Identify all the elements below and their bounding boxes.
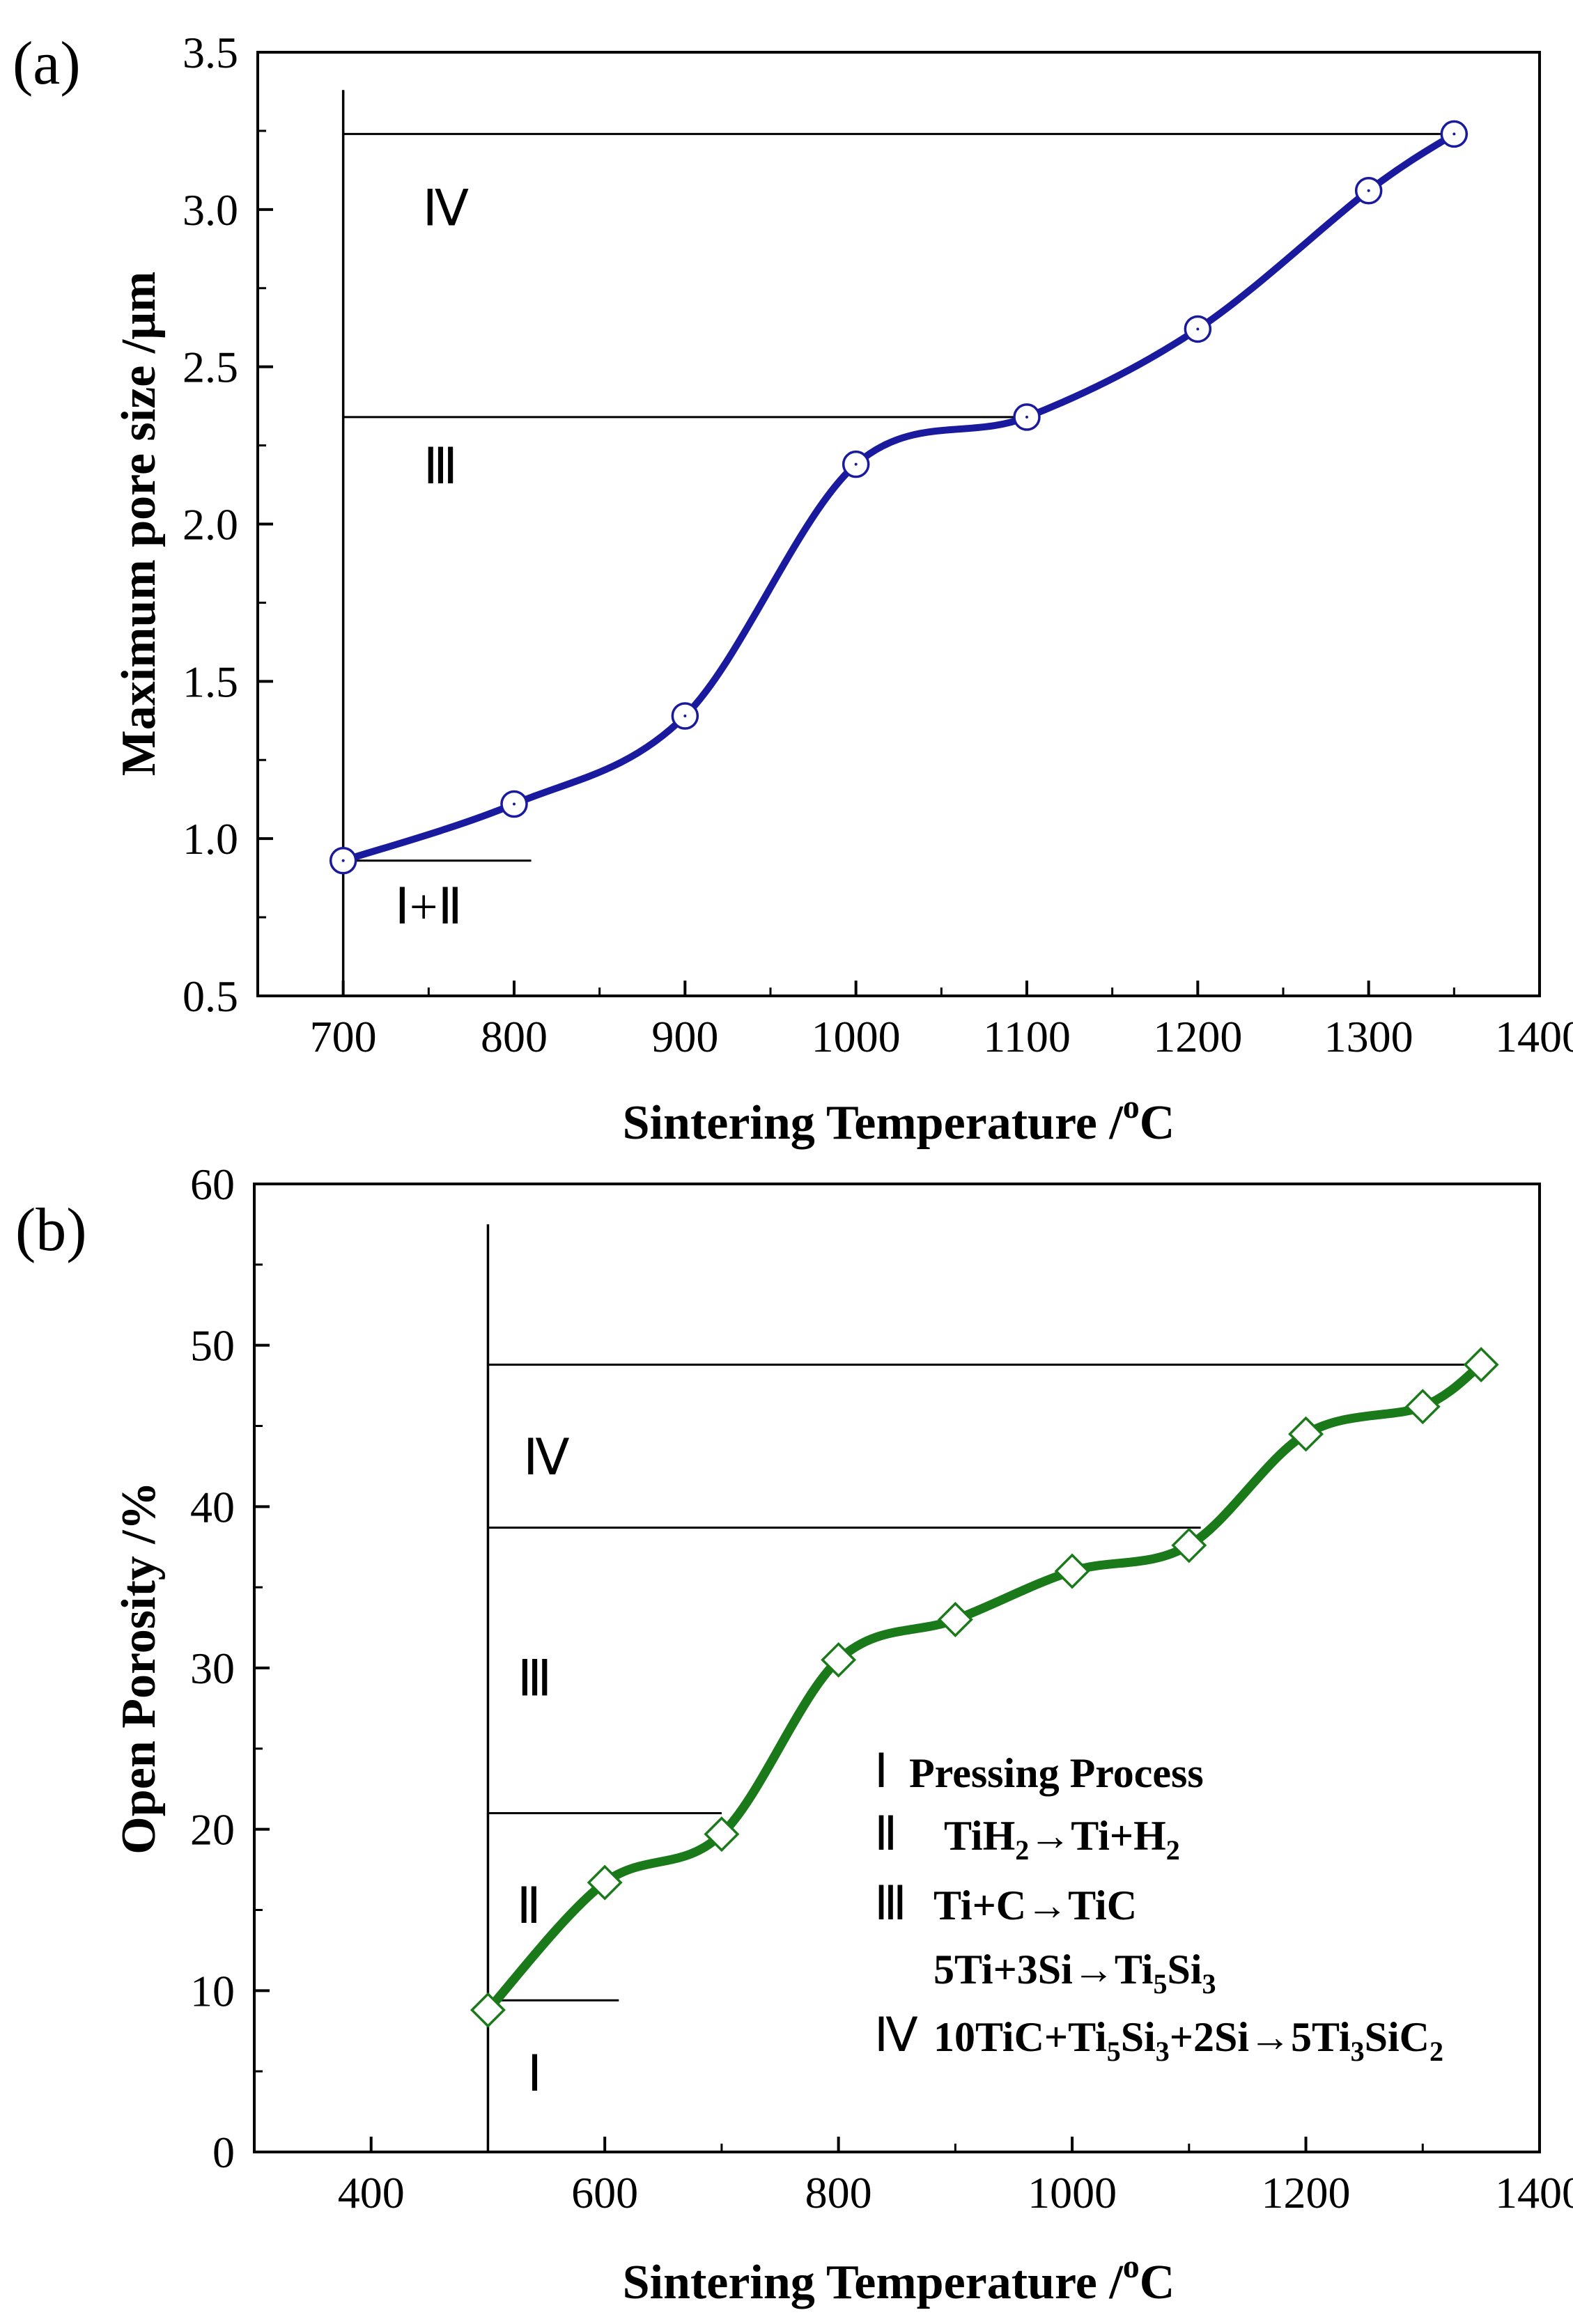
panel-b-data-point — [1288, 1416, 1324, 1452]
panel-a-y-tick-label: 3.5 — [183, 28, 238, 77]
panel-a-y-tick-label: 1.5 — [183, 657, 238, 706]
panel-b-x-axis-title-text: Sintering Temperature / — [623, 2256, 1124, 2309]
panel-b-y-tick-label: 20 — [190, 1805, 235, 1855]
legend-stage-numeral: Ⅱ — [874, 1807, 897, 1860]
panel-b-y-tick-label: 10 — [190, 1966, 235, 2015]
panel-a-x-tick-label: 800 — [481, 1012, 548, 1061]
panel-a-data-point-center — [513, 802, 516, 806]
panel-b-series-line — [483, 1360, 1486, 2015]
panel-a-chart: (a) 700 800 900 1000 1100 1200 1300 1400 0.5 1.0… — [13, 28, 1573, 1150]
panel-b-y-tick-label: 60 — [190, 1160, 235, 1209]
legend-reaction-text: TiH2→Ti+H2 — [944, 1813, 1180, 1866]
legend-text-part: +2Si→5Ti — [1170, 2014, 1351, 2060]
panel-b-x-tick-label: 1000 — [1028, 2168, 1117, 2217]
panel-a-x-tick-label: 1300 — [1324, 1012, 1413, 1061]
legend-reaction-text: 5Ti+3Si→Ti5Si3 — [933, 1947, 1216, 1999]
legend-reaction-text: Ti+C→TiC — [933, 1882, 1137, 1928]
legend-reaction-text: 10TiC+Ti5Si3+2Si→5Ti3SiC2 — [933, 2014, 1443, 2067]
panel-a-data-point-center — [854, 462, 858, 466]
panel-b-x-axis-title-sup: o — [1123, 2248, 1140, 2285]
panel-a-data-point-center — [341, 859, 345, 862]
panel-a-x-axis-title: Sintering Temperature /oC — [623, 1089, 1175, 1150]
panel-a-y-tick-label: 2.0 — [183, 500, 238, 549]
panel-a-stage-label: Ⅳ — [423, 180, 469, 236]
panel-b-x-tick-label: 800 — [805, 2168, 872, 2217]
legend-subscript: 3 — [1156, 2036, 1170, 2067]
panel-a-y-tick-label: 1.0 — [183, 814, 238, 864]
legend-subscript: 2 — [1015, 1834, 1029, 1866]
legend-text-part: 10TiC+Ti — [933, 2014, 1107, 2060]
panel-b-x-axis-title: Sintering Temperature /oC — [623, 2248, 1175, 2309]
legend-text-part: Si — [1121, 2014, 1156, 2060]
panel-a-x-tick-label: 1200 — [1153, 1012, 1242, 1061]
legend-stage-numeral: Ⅰ — [874, 1745, 888, 1797]
panel-a-x-tick-label: 1000 — [812, 1012, 901, 1061]
panel-b-chart: (b) 400 600 800 1000 1200 1400 0102030405060 … — [15, 1160, 1573, 2309]
panel-b-stage-label: Ⅱ — [516, 1878, 541, 1934]
panel-b-data-point — [1054, 1553, 1090, 1589]
legend-reaction-text: Pressing Process — [909, 1750, 1204, 1796]
legend-subscript: 5 — [1153, 1968, 1167, 1999]
panel-a-y-tick-label: 2.5 — [183, 343, 238, 392]
panel-a-x-tick-label: 1100 — [983, 1012, 1071, 1061]
legend-text-part: Ti+C→TiC — [933, 1882, 1137, 1928]
panel-b-x-tick-label: 1200 — [1262, 2168, 1351, 2217]
legend-text-part: TiH — [944, 1813, 1015, 1859]
panel-b-stage-label: Ⅲ — [518, 1651, 552, 1706]
panel-a-x-tick-label: 900 — [651, 1012, 718, 1061]
panel-b-data-point — [587, 1864, 623, 1901]
panel-a-data-point-center — [1452, 132, 1456, 136]
panel-a-x-tick-label: 1400 — [1495, 1012, 1573, 1061]
legend-subscript: 5 — [1107, 2036, 1121, 2067]
panel-a-stage-label: Ⅰ+Ⅱ — [395, 879, 463, 935]
panel-b-data-point — [1463, 1346, 1499, 1382]
panel-b-y-tick-label: 40 — [190, 1482, 235, 1531]
panel-b-y-tick-label: 50 — [190, 1321, 235, 1371]
panel-a-label: (a) — [13, 30, 81, 98]
panel-b-x-tick-label: 600 — [571, 2168, 638, 2217]
panel-b-x-tick-label: 400 — [338, 2168, 405, 2217]
panel-a-data-point-center — [1367, 189, 1370, 192]
panel-a-stage-label: Ⅲ — [424, 439, 458, 494]
panel-a-y-tick-label: 0.5 — [183, 972, 238, 1021]
panel-b-y-tick-label: 0 — [212, 2128, 235, 2177]
panel-b-data-point — [937, 1602, 973, 1637]
panel-b-plot-frame — [253, 1183, 1541, 2153]
legend-text-part: SiC — [1365, 2014, 1429, 2060]
panel-b-label: (b) — [15, 1196, 87, 1264]
panel-a-data-point-center — [1025, 415, 1028, 419]
panel-b-y-tick-label: 30 — [190, 1644, 235, 1693]
panel-a-data-point-center — [683, 715, 687, 718]
panel-a-data-point-center — [1196, 327, 1200, 331]
legend-subscript: 3 — [1351, 2036, 1365, 2067]
panel-b-x-axis-title-unit: C — [1140, 2256, 1175, 2309]
panel-a-x-tick-label: 700 — [310, 1012, 377, 1061]
legend-subscript: 2 — [1429, 2036, 1443, 2067]
legend-text-part: 5Ti+3Si→Ti — [933, 1947, 1153, 1992]
panel-a-y-axis-title: Maximum pore size /μm — [112, 272, 166, 777]
legend-text-part: Pressing Process — [909, 1750, 1204, 1796]
panel-b-y-axis-title: Open Porosity /% — [112, 1481, 166, 1854]
panel-b-stage-label: Ⅳ — [523, 1430, 569, 1485]
legend-stage-numeral: Ⅲ — [874, 1877, 907, 1930]
legend-text-part: Si — [1167, 1947, 1202, 1992]
legend-stage-numeral: Ⅳ — [874, 2009, 918, 2061]
legend-subscript: 2 — [1166, 1834, 1180, 1866]
panel-a-series-line — [339, 130, 1458, 864]
legend-subscript: 3 — [1202, 1968, 1216, 1999]
panel-a-y-tick-label: 3.0 — [183, 185, 238, 235]
panel-b-data-point — [704, 1816, 740, 1853]
panel-b-data-point — [1404, 1389, 1441, 1425]
panel-a-x-axis-title-text: Sintering Temperature / — [623, 1096, 1124, 1150]
panel-a-x-axis-title-sup: o — [1123, 1089, 1140, 1125]
legend-text-part: →Ti+H — [1029, 1813, 1165, 1859]
panel-b-data-point — [1171, 1527, 1207, 1563]
panel-b-stage-label: Ⅰ — [527, 2046, 542, 2102]
panel-b-data-point — [821, 1641, 857, 1678]
panel-a-x-axis-title-unit: C — [1140, 1096, 1175, 1150]
panel-b-data-point — [470, 1992, 506, 2028]
panel-b-x-tick-label: 1400 — [1495, 2168, 1573, 2217]
